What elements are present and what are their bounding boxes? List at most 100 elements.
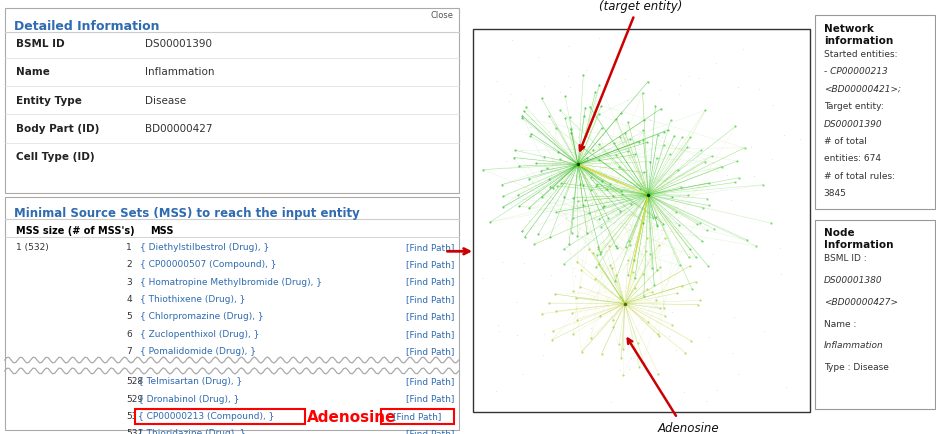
Point [612,134,627,141]
Point [583,335,598,342]
Point [651,242,666,249]
Point [576,203,591,210]
Text: DS00001390: DS00001390 [824,119,883,128]
Text: # of total rules:: # of total rules: [824,171,895,181]
Point [536,84,551,91]
Point [545,337,560,344]
Text: [Find Path]: [Find Path] [405,376,454,385]
Point [636,128,651,135]
Point [627,275,642,282]
Text: { Dronabinol (Drug), }: { Dronabinol (Drug), } [139,394,240,403]
Point [739,237,754,244]
Point [689,254,704,261]
Point [524,131,539,138]
Point [506,155,521,161]
Point [590,181,605,188]
Point [636,293,651,300]
Point [577,113,592,120]
Text: Cell Type (ID): Cell Type (ID) [17,152,95,162]
Point [675,283,690,289]
Point [622,136,637,143]
Point [683,337,698,344]
Point [515,115,530,122]
Point [558,116,573,123]
Point [643,250,658,257]
Point [576,72,591,79]
Point [608,272,623,279]
Point [592,82,607,89]
Text: [Find Path]: [Find Path] [405,329,454,338]
Point [536,331,551,338]
Point [714,164,729,171]
Text: Node
Information: Node Information [824,228,893,250]
Point [589,183,604,190]
Point [608,116,623,123]
Point [709,168,724,175]
Point [543,184,558,191]
Point [645,215,660,222]
Point [518,233,533,240]
Point [574,349,589,356]
Point [626,149,641,156]
Point [660,127,675,134]
Point [611,341,626,348]
Text: [Find Path]: [Find Path] [405,394,454,403]
Point [581,247,596,253]
Point [544,272,559,279]
Point [764,220,779,227]
Point [563,85,578,92]
Point [570,259,585,266]
Point [576,145,591,152]
Text: [Find Path]: [Find Path] [405,294,454,303]
Text: [Find Path]: [Find Path] [405,277,454,286]
Point [650,267,665,274]
Text: 1 (532): 1 (532) [17,242,49,251]
Point [568,295,583,302]
Point [475,167,490,174]
Point [589,264,604,271]
Point [772,245,787,252]
Point [579,155,594,162]
Point [632,364,647,371]
Point [565,215,580,222]
Point [622,242,637,249]
Point [620,97,635,104]
Point [678,349,693,356]
Point [501,98,516,105]
Point [608,243,623,250]
Point [668,347,683,354]
Point [743,144,758,151]
Point [647,282,662,289]
Point [601,215,616,222]
Point [572,221,587,228]
Point [578,68,593,75]
Point [562,241,577,248]
Point [603,181,618,188]
Point [578,197,593,204]
Point [766,102,781,109]
Point [642,117,657,124]
Text: { CP00000507 (Compound), }: { CP00000507 (Compound), } [140,260,277,269]
Point [517,260,532,267]
Point [606,316,621,323]
Point [609,245,624,252]
Point [594,178,609,185]
Point [585,250,600,256]
Point [613,293,628,300]
Text: Started entities:: Started entities: [824,50,898,59]
Point [519,132,534,138]
Point [566,265,581,272]
Point [670,167,685,174]
Point [704,153,719,160]
Point [588,276,603,283]
Point [565,330,580,337]
Point [701,180,716,187]
Point [534,310,549,317]
Point [700,263,715,270]
Point [695,238,709,245]
Point [522,133,537,140]
Point [595,204,610,211]
Point [505,38,519,45]
Point [588,89,603,96]
Point [650,155,665,161]
